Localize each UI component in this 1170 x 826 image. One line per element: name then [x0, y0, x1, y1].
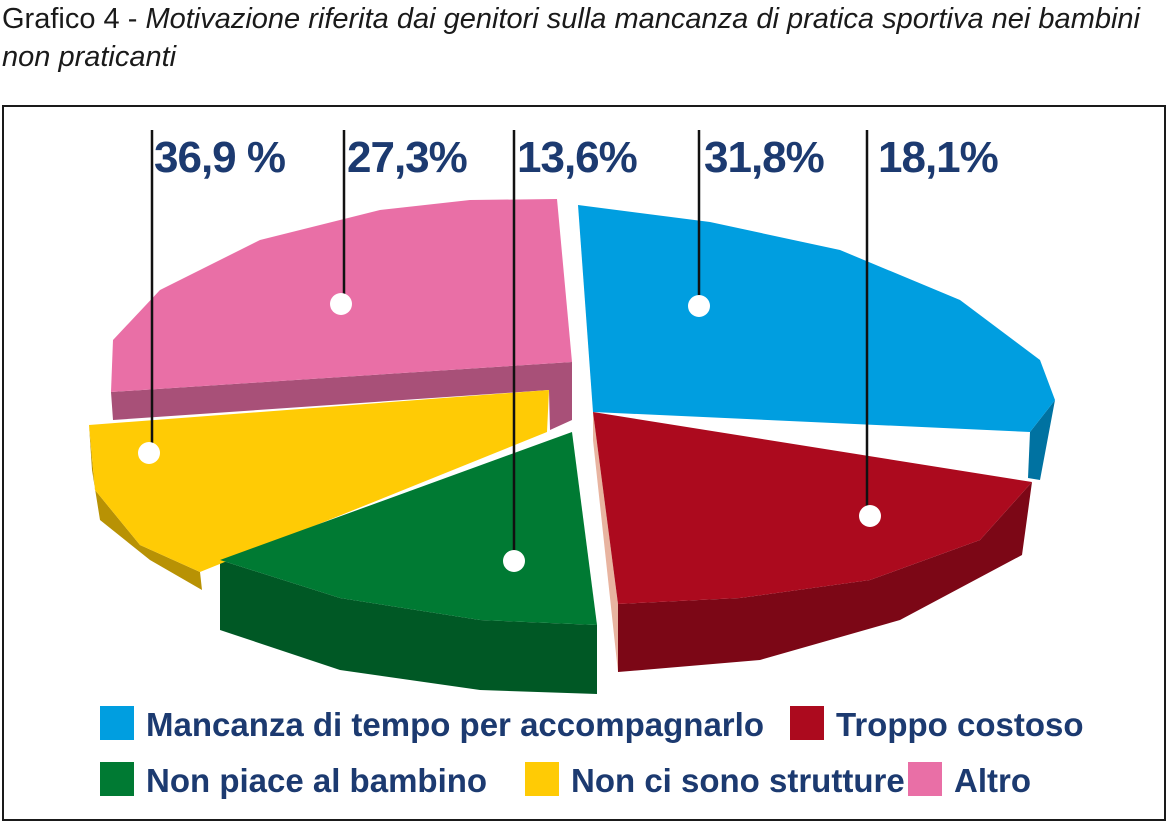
legend-item-altro: Altro — [908, 762, 1031, 799]
value-label-mancanza-di-tempo-per-accompagnarlo: 31,8% — [704, 133, 824, 182]
legend-label-troppo-costoso: Troppo costoso — [836, 706, 1084, 743]
chart-title-prefix: Grafico 4 - — [2, 3, 146, 35]
value-labels: 31,8% 18,1% 13,6% 36,9 % 27,3% — [154, 133, 999, 182]
legend-swatch-non-piace-al-bambino — [100, 762, 134, 796]
legend-swatch-troppo-costoso — [790, 706, 824, 740]
value-label-non-ci-sono-strutture: 36,9 % — [154, 133, 285, 182]
slice-mancanza-di-tempo-per-accompagnarlo — [578, 205, 1055, 432]
legend-item-non-ci-sono-strutture: Non ci sono strutture — [525, 762, 905, 799]
legend-swatch-non-ci-sono-strutture — [525, 762, 559, 796]
chart-legend: Mancanza di tempo per accompagnarlo Tropp… — [100, 706, 1084, 799]
slice-side-altro — [111, 362, 572, 430]
value-label-non-piace-al-bambino: 13,6% — [517, 133, 637, 182]
label-pointers — [138, 130, 881, 572]
legend-item-mancanza-di-tempo-per-accompagnarlo: Mancanza di tempo per accompagnarlo — [100, 706, 764, 743]
legend-label-altro: Altro — [954, 762, 1031, 799]
slice-non-piace-al-bambino — [220, 432, 597, 625]
legend-swatch-mancanza-di-tempo-per-accompagnarlo — [100, 706, 134, 740]
slice-gap-side — [593, 412, 618, 672]
pie-slices — [89, 199, 1055, 694]
marker-dot-non-ci-sono-strutture — [138, 442, 160, 464]
slice-non-ci-sono-strutture — [89, 390, 549, 572]
slice-side-troppo-costoso — [618, 482, 1032, 672]
legend-swatch-altro — [908, 762, 942, 796]
legend-label-mancanza-di-tempo-per-accompagnarlo: Mancanza di tempo per accompagnarlo — [146, 706, 764, 743]
legend-label-non-piace-al-bambino: Non piace al bambino — [146, 762, 487, 799]
value-label-troppo-costoso: 18,1% — [878, 133, 998, 182]
legend-item-non-piace-al-bambino: Non piace al bambino — [100, 762, 487, 799]
marker-dot-troppo-costoso — [859, 505, 881, 527]
value-label-altro: 27,3% — [347, 133, 467, 182]
chart-title: Grafico 4 - Motivazione riferita dai gen… — [2, 0, 1170, 76]
legend-label-non-ci-sono-strutture: Non ci sono strutture — [571, 762, 905, 799]
slice-troppo-costoso — [593, 412, 1032, 604]
chart-frame — [2, 105, 1166, 821]
slice-side-non-piace-al-bambino — [220, 560, 597, 694]
chart-title-text: Motivazione riferita dai genitori sulla … — [2, 3, 1140, 73]
marker-dot-mancanza-di-tempo-per-accompagnarlo — [688, 295, 710, 317]
legend-item-troppo-costoso: Troppo costoso — [790, 706, 1084, 743]
slice-side-mancanza-di-tempo-per-accompagnarlo — [1028, 400, 1055, 480]
marker-dot-non-piace-al-bambino — [503, 550, 525, 572]
marker-dot-altro — [330, 293, 352, 315]
slice-side-non-ci-sono-strutture — [89, 425, 202, 590]
